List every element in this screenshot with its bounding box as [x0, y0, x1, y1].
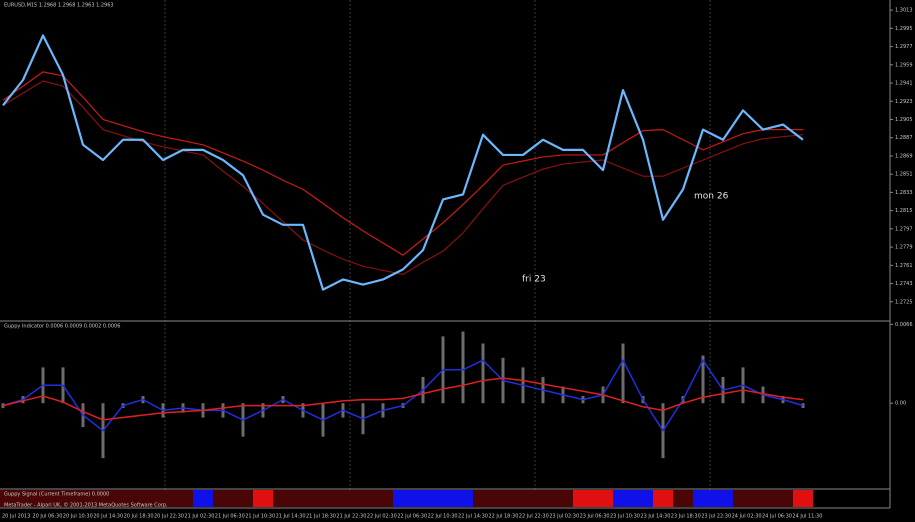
x-tick-label: 24 Jul 02:30 [732, 514, 762, 520]
x-tick-label: 20 Jul 22:30 [154, 514, 184, 520]
x-tick-label: 21 Jul 10:30 [245, 514, 275, 520]
y-tick-label: 1.2941 [895, 81, 913, 87]
y-tick-label: 1.2995 [895, 26, 913, 32]
series-line [2, 34, 804, 291]
signal-bar [433, 490, 453, 507]
x-tick-label: 20 Jul 06:30 [32, 514, 62, 520]
signal-bar [413, 490, 433, 507]
annotation: fri 23 [522, 275, 546, 285]
x-tick-label: 20 Jul 2013 [2, 514, 30, 520]
signal-bar [653, 490, 673, 507]
x-tick-label: 21 Jul 14:30 [276, 514, 306, 520]
signal-bar [473, 490, 493, 507]
x-tick-label: 20 Jul 10:30 [63, 514, 93, 520]
signal-bar [693, 490, 713, 507]
y-tick-label: 1.2725 [895, 299, 913, 305]
signal-bar [713, 490, 733, 507]
panel-title: Guppy Signal (Current Timeframe) 0.0000 [4, 492, 109, 498]
y-tick-label: 1.2887 [895, 135, 913, 141]
signal-bar [333, 490, 353, 507]
x-tick-label: 23 Jul 02:30 [549, 514, 579, 520]
x-tick-label: 22 Jul 02:30 [367, 514, 397, 520]
y-tick-label: 0.0066 [895, 322, 913, 328]
y-tick-label: 1.2779 [895, 245, 913, 251]
signal-bar [453, 490, 473, 507]
x-tick-label: 22 Jul 10:30 [428, 514, 458, 520]
x-tick-label: 21 Jul 02:30 [184, 514, 214, 520]
y-tick-label: 1.2833 [895, 190, 913, 196]
x-tick-label: 21 Jul 18:30 [306, 514, 336, 520]
signal-bar [673, 490, 693, 507]
signal-bar [793, 490, 813, 507]
signal-bar [33, 490, 53, 507]
signal-bar [753, 490, 773, 507]
x-tick-label: 21 Jul 22:30 [336, 514, 366, 520]
x-tick-label: 23 Jul 14:30 [640, 514, 670, 520]
signal-bar [213, 490, 233, 507]
signal-bar [153, 490, 173, 507]
panel-title: Guppy Indicator 0.0006 0.0009 0.0002 0.0… [4, 324, 120, 330]
y-tick-label: 1.2977 [895, 44, 913, 50]
x-tick-label: 23 Jul 10:30 [610, 514, 640, 520]
signal-bar [573, 490, 593, 507]
chart-title: EURUSD,M15 1.2968 1.2968 1.2963 1.2963 [4, 3, 114, 9]
y-tick-label: 1.2923 [895, 99, 913, 105]
signal-bar [233, 490, 253, 507]
signal-bar [293, 490, 313, 507]
signal-bar [113, 490, 133, 507]
signal-bar [733, 490, 753, 507]
signal-bar [273, 490, 293, 507]
x-tick-label: 23 Jul 06:30 [580, 514, 610, 520]
signal-bar [73, 490, 93, 507]
x-tick-label: 22 Jul 06:30 [397, 514, 427, 520]
signal-bar [53, 490, 73, 507]
y-tick-label: 1.2797 [895, 226, 913, 232]
series-line [2, 71, 803, 256]
x-tick-label: 24 Jul 11:30 [792, 514, 822, 520]
y-tick-label: 1.2761 [895, 263, 913, 269]
x-tick-label: 20 Jul 14:30 [93, 514, 123, 520]
x-tick-label: 21 Jul 06:30 [215, 514, 245, 520]
annotation: mon 26 [694, 192, 729, 202]
x-tick-label: 20 Jul 18:30 [124, 514, 154, 520]
signal-bar [513, 490, 533, 507]
signal-bar [533, 490, 553, 507]
series-line [2, 377, 804, 421]
signal-bar [553, 490, 573, 507]
y-tick-label: 1.2815 [895, 208, 913, 214]
y-tick-label: 1.2959 [895, 62, 913, 68]
footer: MetaTrader - Alpari UK, © 2001-2013 Meta… [4, 502, 168, 509]
signal-bar [253, 490, 273, 507]
y-tick-label: 1.2905 [895, 117, 913, 123]
signal-bar [313, 490, 333, 507]
signal-bar [593, 490, 613, 507]
signal-bar [373, 490, 393, 507]
signal-bar [633, 490, 653, 507]
y-tick-label: 1.2743 [895, 281, 913, 287]
signal-bar [353, 490, 373, 507]
signal-bar [193, 490, 213, 507]
signal-bar [93, 490, 113, 507]
signal-bar [393, 490, 413, 507]
signal-bar [13, 490, 33, 507]
x-tick-label: 23 Jul 22:30 [701, 514, 731, 520]
y-tick-label: 1.2851 [895, 172, 913, 178]
signal-bar [173, 490, 193, 507]
x-tick-label: 22 Jul 22:30 [519, 514, 549, 520]
signal-bar [133, 490, 153, 507]
y-tick-label: 0.00 [895, 401, 906, 407]
x-tick-label: 22 Jul 14:30 [458, 514, 488, 520]
series-line [2, 359, 804, 432]
y-tick-label: 1.2869 [895, 153, 913, 159]
x-tick-label: 22 Jul 18:30 [488, 514, 518, 520]
y-tick-label: 1.3013 [895, 8, 913, 14]
x-tick-label: 23 Jul 18:30 [671, 514, 701, 520]
signal-bar [773, 490, 793, 507]
signal-bar [493, 490, 513, 507]
x-tick-label: 24 Jul 06:30 [762, 514, 792, 520]
signal-bar [613, 490, 633, 507]
